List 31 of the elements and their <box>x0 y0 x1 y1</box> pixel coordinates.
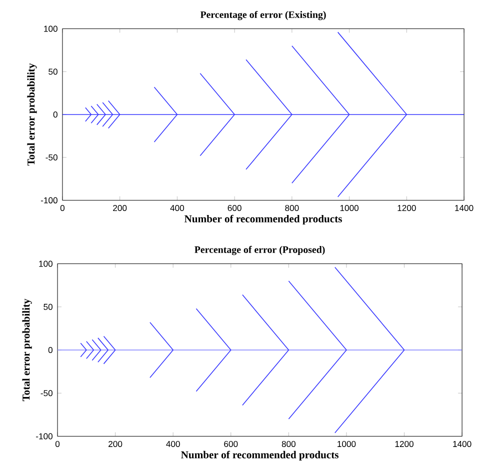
x-tick-label: 800 <box>282 440 296 448</box>
y-tick-label: -100 <box>36 433 52 440</box>
y-axis-title: Total error probability <box>27 63 37 166</box>
x-tick-label: 200 <box>108 440 122 448</box>
y-tick-label: 100 <box>39 260 52 267</box>
y-tick-label: 50 <box>48 68 58 75</box>
x-tick-label: 400 <box>166 440 180 448</box>
y-tick-label: -50 <box>40 390 52 396</box>
x-tick-label: 200 <box>113 205 127 212</box>
chart-title: Percentage of error (Existing) <box>200 10 326 20</box>
chart-title: Percentage of error (Proposed) <box>194 246 325 256</box>
x-tick-label: 400 <box>170 205 184 212</box>
x-axis-title: Number of recommended products <box>181 450 338 461</box>
x-tick-label: 1000 <box>340 205 359 212</box>
y-tick-label: 0 <box>48 347 52 354</box>
y-tick-label: -50 <box>46 154 58 160</box>
y-tick-label: -100 <box>40 197 58 204</box>
x-axis-title: Number of recommended products <box>184 214 342 225</box>
x-tick-label: 1200 <box>398 205 416 212</box>
y-axis-title: Total error probability <box>22 298 32 402</box>
x-tick-label: 600 <box>224 440 238 448</box>
x-tick-label: 1000 <box>338 440 356 448</box>
y-tick-label: 100 <box>44 26 58 32</box>
x-tick-label: 600 <box>228 205 242 212</box>
x-tick-label: 1400 <box>453 440 472 448</box>
x-tick-label: 800 <box>285 205 299 212</box>
y-tick-label: 0 <box>53 112 58 118</box>
y-tick-label: 50 <box>44 304 52 310</box>
x-tick-label: 1400 <box>455 205 474 212</box>
x-tick-label: 0 <box>60 205 65 212</box>
x-tick-label: 1200 <box>395 440 414 448</box>
